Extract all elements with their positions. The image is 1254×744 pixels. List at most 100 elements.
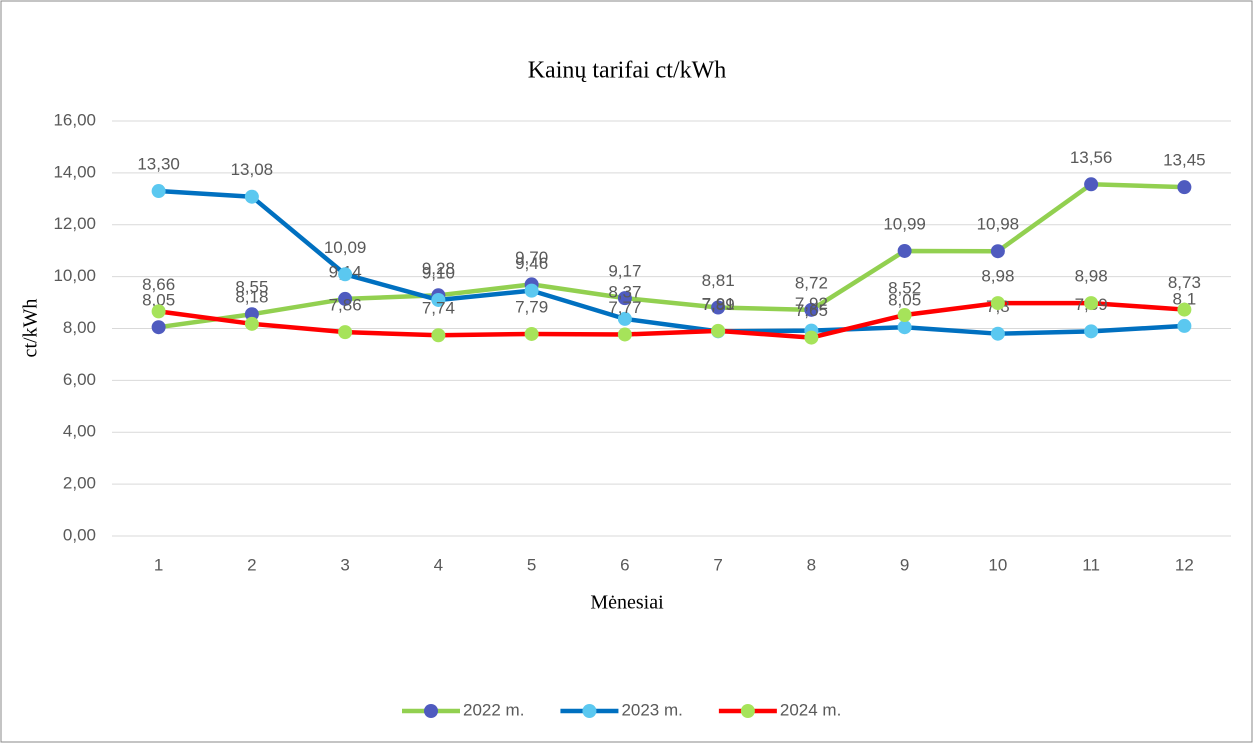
data-point bbox=[1177, 180, 1192, 195]
y-tick-label: 8,00 bbox=[63, 318, 96, 337]
data-point bbox=[1084, 296, 1099, 311]
data-point bbox=[897, 243, 912, 258]
x-tick-label: 5 bbox=[527, 555, 536, 574]
x-tick-label: 3 bbox=[340, 555, 349, 574]
legend-label: 2024 m. bbox=[780, 700, 841, 719]
chart-title: Kainų tarifai ct/kWh bbox=[528, 58, 727, 84]
x-tick-label: 6 bbox=[620, 555, 629, 574]
x-tick-label: 9 bbox=[900, 555, 909, 574]
data-label: 13,45 bbox=[1163, 151, 1206, 170]
x-axis-title: Mėnesiai bbox=[590, 592, 664, 614]
data-label: 10,98 bbox=[977, 215, 1020, 234]
data-point bbox=[1177, 302, 1192, 317]
y-axis-title: ct/kWh bbox=[20, 299, 42, 358]
data-point bbox=[431, 328, 446, 343]
data-label: 7,91 bbox=[702, 294, 735, 313]
x-tick-label: 2 bbox=[247, 555, 256, 574]
data-label: 7,74 bbox=[422, 299, 455, 318]
y-tick-label: 0,00 bbox=[63, 525, 96, 544]
data-label: 7,79 bbox=[515, 297, 548, 316]
series-line bbox=[158, 300, 1185, 340]
y-tick-label: 2,00 bbox=[63, 474, 96, 493]
data-label: 9,46 bbox=[515, 254, 548, 273]
data-label: 7,89 bbox=[702, 295, 735, 314]
y-tick-label: 12,00 bbox=[53, 214, 96, 233]
data-label: 9,70 bbox=[515, 248, 548, 267]
data-label: 7,65 bbox=[795, 301, 828, 320]
data-point bbox=[151, 184, 166, 199]
x-tick-label: 4 bbox=[434, 555, 443, 574]
data-label: 9,17 bbox=[608, 262, 641, 281]
data-point bbox=[897, 308, 912, 323]
data-point bbox=[524, 283, 539, 298]
x-tick-label: 12 bbox=[1175, 555, 1194, 574]
data-point bbox=[338, 267, 353, 282]
data-label: 9,28 bbox=[422, 259, 455, 278]
data-label: 13,30 bbox=[137, 155, 180, 174]
series-line bbox=[158, 182, 1185, 330]
data-label: 7,77 bbox=[608, 298, 641, 317]
data-label: 8,81 bbox=[702, 271, 735, 290]
data-point bbox=[897, 320, 912, 335]
data-point bbox=[990, 326, 1005, 341]
data-point bbox=[524, 326, 539, 341]
data-point bbox=[1084, 324, 1099, 339]
x-tick-label: 11 bbox=[1082, 555, 1100, 574]
data-label: 9,10 bbox=[422, 263, 455, 282]
data-point bbox=[804, 302, 819, 317]
series-line bbox=[158, 188, 1185, 336]
data-label: 8,55 bbox=[235, 278, 268, 297]
data-label: 8,52 bbox=[888, 278, 921, 297]
legend-label: 2022 m. bbox=[463, 700, 524, 719]
x-tick-label: 8 bbox=[807, 555, 816, 574]
data-label: 8,1 bbox=[1173, 289, 1197, 308]
data-point bbox=[338, 291, 353, 306]
data-point bbox=[990, 296, 1005, 311]
data-point bbox=[338, 325, 353, 340]
legend-label: 2023 m. bbox=[621, 700, 682, 719]
data-point bbox=[1084, 177, 1099, 192]
data-label: 8,18 bbox=[235, 287, 268, 306]
data-point bbox=[244, 307, 259, 322]
data-label: 7,86 bbox=[329, 296, 362, 315]
data-label: 8,72 bbox=[795, 273, 828, 292]
data-point bbox=[244, 189, 259, 204]
y-tick-label: 4,00 bbox=[63, 422, 96, 441]
data-point bbox=[244, 316, 259, 331]
data-label: 13,08 bbox=[231, 160, 274, 179]
data-label: 8,05 bbox=[142, 291, 175, 310]
data-point bbox=[151, 304, 166, 319]
data-point bbox=[711, 300, 726, 315]
legend-marker bbox=[740, 704, 755, 718]
y-tick-label: 10,00 bbox=[53, 266, 96, 285]
data-point bbox=[431, 292, 446, 307]
data-label: 8,73 bbox=[1168, 273, 1201, 292]
data-label: 8,66 bbox=[142, 275, 175, 294]
data-label: 8,05 bbox=[888, 291, 921, 310]
y-tick-label: 16,00 bbox=[53, 110, 96, 129]
data-point bbox=[990, 244, 1005, 259]
data-point bbox=[804, 330, 819, 345]
data-point bbox=[617, 327, 632, 342]
x-tick-label: 10 bbox=[988, 555, 1007, 574]
legend-marker bbox=[582, 704, 597, 718]
data-label: 13,56 bbox=[1070, 148, 1113, 167]
data-label: 7,92 bbox=[795, 294, 828, 313]
x-tick-label: 1 bbox=[154, 555, 163, 574]
data-label: 10,09 bbox=[324, 238, 367, 257]
data-point bbox=[617, 291, 632, 306]
y-tick-label: 14,00 bbox=[53, 162, 96, 181]
data-label: 10,99 bbox=[883, 214, 926, 233]
data-point bbox=[711, 323, 726, 338]
data-point bbox=[1177, 318, 1192, 333]
data-label: 8,37 bbox=[608, 282, 641, 301]
data-label: 8,98 bbox=[1075, 267, 1108, 286]
data-point bbox=[617, 311, 632, 326]
legend-marker bbox=[424, 704, 438, 718]
y-tick-label: 6,00 bbox=[63, 370, 96, 389]
data-label: 8,98 bbox=[981, 267, 1014, 286]
x-tick-label: 7 bbox=[713, 555, 722, 574]
data-point bbox=[151, 320, 166, 335]
